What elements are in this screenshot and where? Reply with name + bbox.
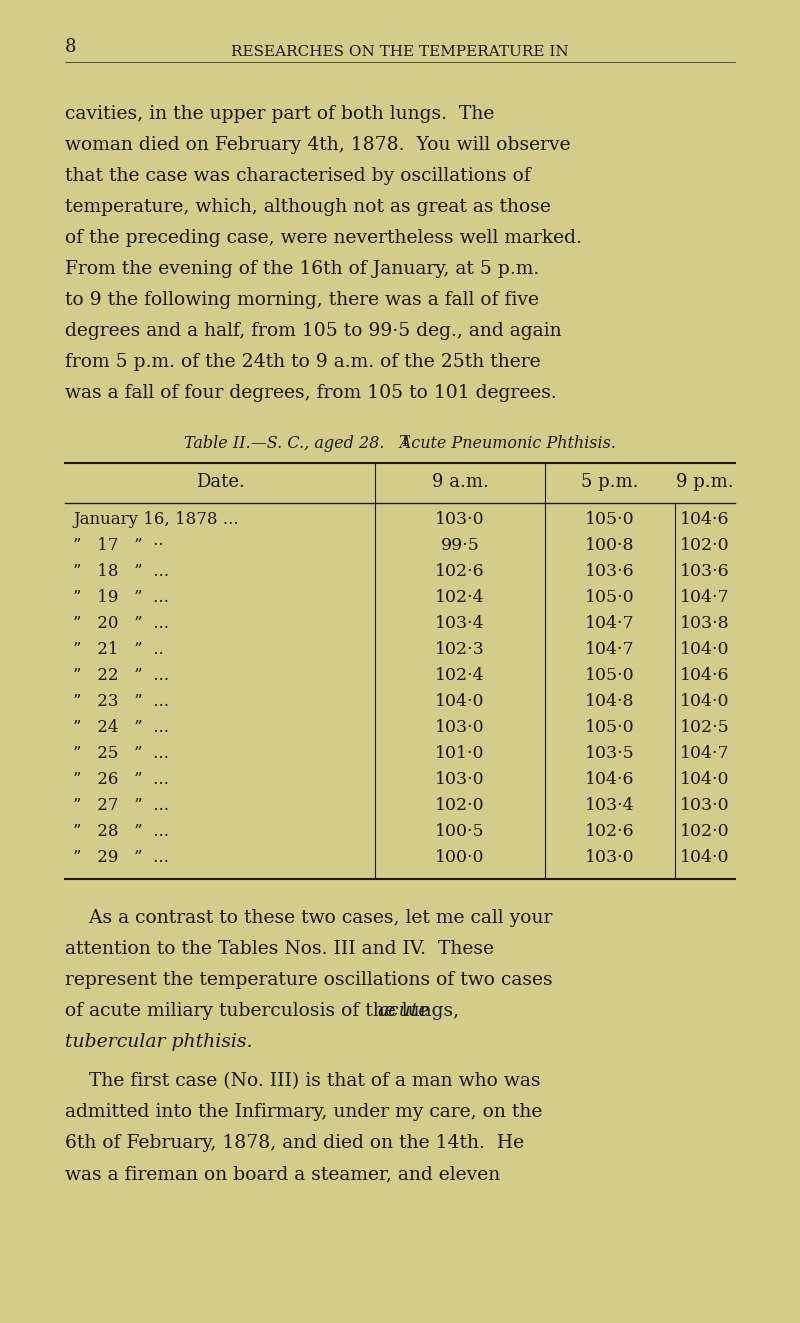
Text: 104·7: 104·7 (680, 745, 730, 762)
Text: 6th of February, 1878, and died on the 14th.  He: 6th of February, 1878, and died on the 1… (65, 1134, 524, 1152)
Text: 102·0: 102·0 (435, 796, 485, 814)
Text: ”   20   ”  ...: ” 20 ” ... (73, 615, 169, 632)
Text: cavities, in the upper part of both lungs.  The: cavities, in the upper part of both lung… (65, 105, 494, 123)
Text: 102·4: 102·4 (435, 667, 485, 684)
Text: 9 a.m.: 9 a.m. (431, 474, 489, 491)
Text: Date.: Date. (195, 474, 245, 491)
Text: 5 p.m.: 5 p.m. (582, 474, 638, 491)
Text: ”   23   ”  ...: ” 23 ” ... (73, 693, 169, 710)
Text: 104·7: 104·7 (585, 615, 635, 632)
Text: 103·0: 103·0 (435, 771, 485, 789)
Text: January 16, 1878 ...: January 16, 1878 ... (73, 511, 238, 528)
Text: ”   18   ”  ...: ” 18 ” ... (73, 564, 169, 579)
Text: Table II.—S. C., aged 28.   Acute Pneumonic Phthisis.: Table II.—S. C., aged 28. Acute Pneumoni… (184, 435, 616, 452)
Text: 105·0: 105·0 (585, 589, 635, 606)
Text: ”   19   ”  ...: ” 19 ” ... (73, 589, 169, 606)
Text: ”   21   ”  ..: ” 21 ” .. (73, 642, 164, 658)
Text: 105·0: 105·0 (585, 667, 635, 684)
Text: 104·6: 104·6 (680, 511, 730, 528)
Text: 101·0: 101·0 (435, 745, 485, 762)
Text: 104·0: 104·0 (680, 693, 730, 710)
Text: 103·0: 103·0 (680, 796, 730, 814)
Text: The first case (No. III) is that of a man who was: The first case (No. III) is that of a ma… (65, 1072, 541, 1090)
Text: 100·0: 100·0 (435, 849, 485, 867)
Text: 102·0: 102·0 (680, 537, 730, 554)
Text: 104·7: 104·7 (680, 589, 730, 606)
Text: ”   22   ”  ...: ” 22 ” ... (73, 667, 169, 684)
Text: 103·4: 103·4 (435, 615, 485, 632)
Text: acute: acute (378, 1002, 430, 1020)
Text: 104·6: 104·6 (680, 667, 730, 684)
Text: ”   27   ”  ...: ” 27 ” ... (73, 796, 169, 814)
Text: 104·0: 104·0 (435, 693, 485, 710)
Text: ”   26   ”  ...: ” 26 ” ... (73, 771, 169, 789)
Text: 103·0: 103·0 (585, 849, 635, 867)
Text: ”   25   ”  ...: ” 25 ” ... (73, 745, 169, 762)
Text: 100·8: 100·8 (586, 537, 634, 554)
Text: was a fireman on board a steamer, and eleven: was a fireman on board a steamer, and el… (65, 1166, 500, 1183)
Text: of acute miliary tuberculosis of the lungs,: of acute miliary tuberculosis of the lun… (65, 1002, 465, 1020)
Text: 104·6: 104·6 (586, 771, 634, 789)
Text: 102·6: 102·6 (435, 564, 485, 579)
Text: temperature, which, although not as great as those: temperature, which, although not as grea… (65, 198, 551, 216)
Text: to 9 the following morning, there was a fall of five: to 9 the following morning, there was a … (65, 291, 539, 310)
Text: ”   17   ”  ··: ” 17 ” ·· (73, 537, 164, 554)
Text: 103·8: 103·8 (680, 615, 730, 632)
Text: 102·6: 102·6 (585, 823, 635, 840)
Text: 104·8: 104·8 (586, 693, 634, 710)
Text: woman died on February 4th, 1878.  You will observe: woman died on February 4th, 1878. You wi… (65, 136, 570, 153)
Text: from 5 p.m. of the 24th to 9 a.m. of the 25th there: from 5 p.m. of the 24th to 9 a.m. of the… (65, 353, 541, 370)
Text: 103·0: 103·0 (435, 718, 485, 736)
Text: 8: 8 (65, 38, 77, 56)
Text: 102·5: 102·5 (680, 718, 730, 736)
Text: of the preceding case, were nevertheless well marked.: of the preceding case, were nevertheless… (65, 229, 582, 247)
Text: represent the temperature oscillations of two cases: represent the temperature oscillations o… (65, 971, 553, 990)
Text: 105·0: 105·0 (585, 718, 635, 736)
Text: 103·6: 103·6 (585, 564, 635, 579)
Text: 104·7: 104·7 (585, 642, 635, 658)
Text: 99·5: 99·5 (441, 537, 479, 554)
Text: admitted into the Infirmary, under my care, on the: admitted into the Infirmary, under my ca… (65, 1103, 542, 1121)
Text: 102·0: 102·0 (680, 823, 730, 840)
Text: 9 p.m.: 9 p.m. (676, 474, 734, 491)
Text: 100·5: 100·5 (435, 823, 485, 840)
Text: tubercular phthisis.: tubercular phthisis. (65, 1033, 253, 1050)
Text: 104·0: 104·0 (680, 849, 730, 867)
Text: 105·0: 105·0 (585, 511, 635, 528)
Text: RESEARCHES ON THE TEMPERATURE IN: RESEARCHES ON THE TEMPERATURE IN (231, 45, 569, 60)
Text: 103·4: 103·4 (585, 796, 635, 814)
Text: degrees and a half, from 105 to 99·5 deg., and again: degrees and a half, from 105 to 99·5 deg… (65, 321, 562, 340)
Text: From the evening of the 16th of January, at 5 p.m.: From the evening of the 16th of January,… (65, 261, 539, 278)
Text: 103·6: 103·6 (680, 564, 730, 579)
Text: was a fall of four degrees, from 105 to 101 degrees.: was a fall of four degrees, from 105 to … (65, 384, 557, 402)
Text: ”   28   ”  ...: ” 28 ” ... (73, 823, 169, 840)
Text: attention to the Tables Nos. III and IV.  These: attention to the Tables Nos. III and IV.… (65, 941, 494, 958)
Text: 102·3: 102·3 (435, 642, 485, 658)
Text: As a contrast to these two cases, let me call your: As a contrast to these two cases, let me… (65, 909, 552, 927)
Text: 102·4: 102·4 (435, 589, 485, 606)
Text: ”   24   ”  ...: ” 24 ” ... (73, 718, 169, 736)
Text: 103·0: 103·0 (435, 511, 485, 528)
Text: T: T (400, 435, 410, 448)
Text: 104·0: 104·0 (680, 771, 730, 789)
Text: that the case was characterised by oscillations of: that the case was characterised by oscil… (65, 167, 530, 185)
Text: 104·0: 104·0 (680, 642, 730, 658)
Text: 103·5: 103·5 (585, 745, 635, 762)
Text: ”   29   ”  ...: ” 29 ” ... (73, 849, 169, 867)
